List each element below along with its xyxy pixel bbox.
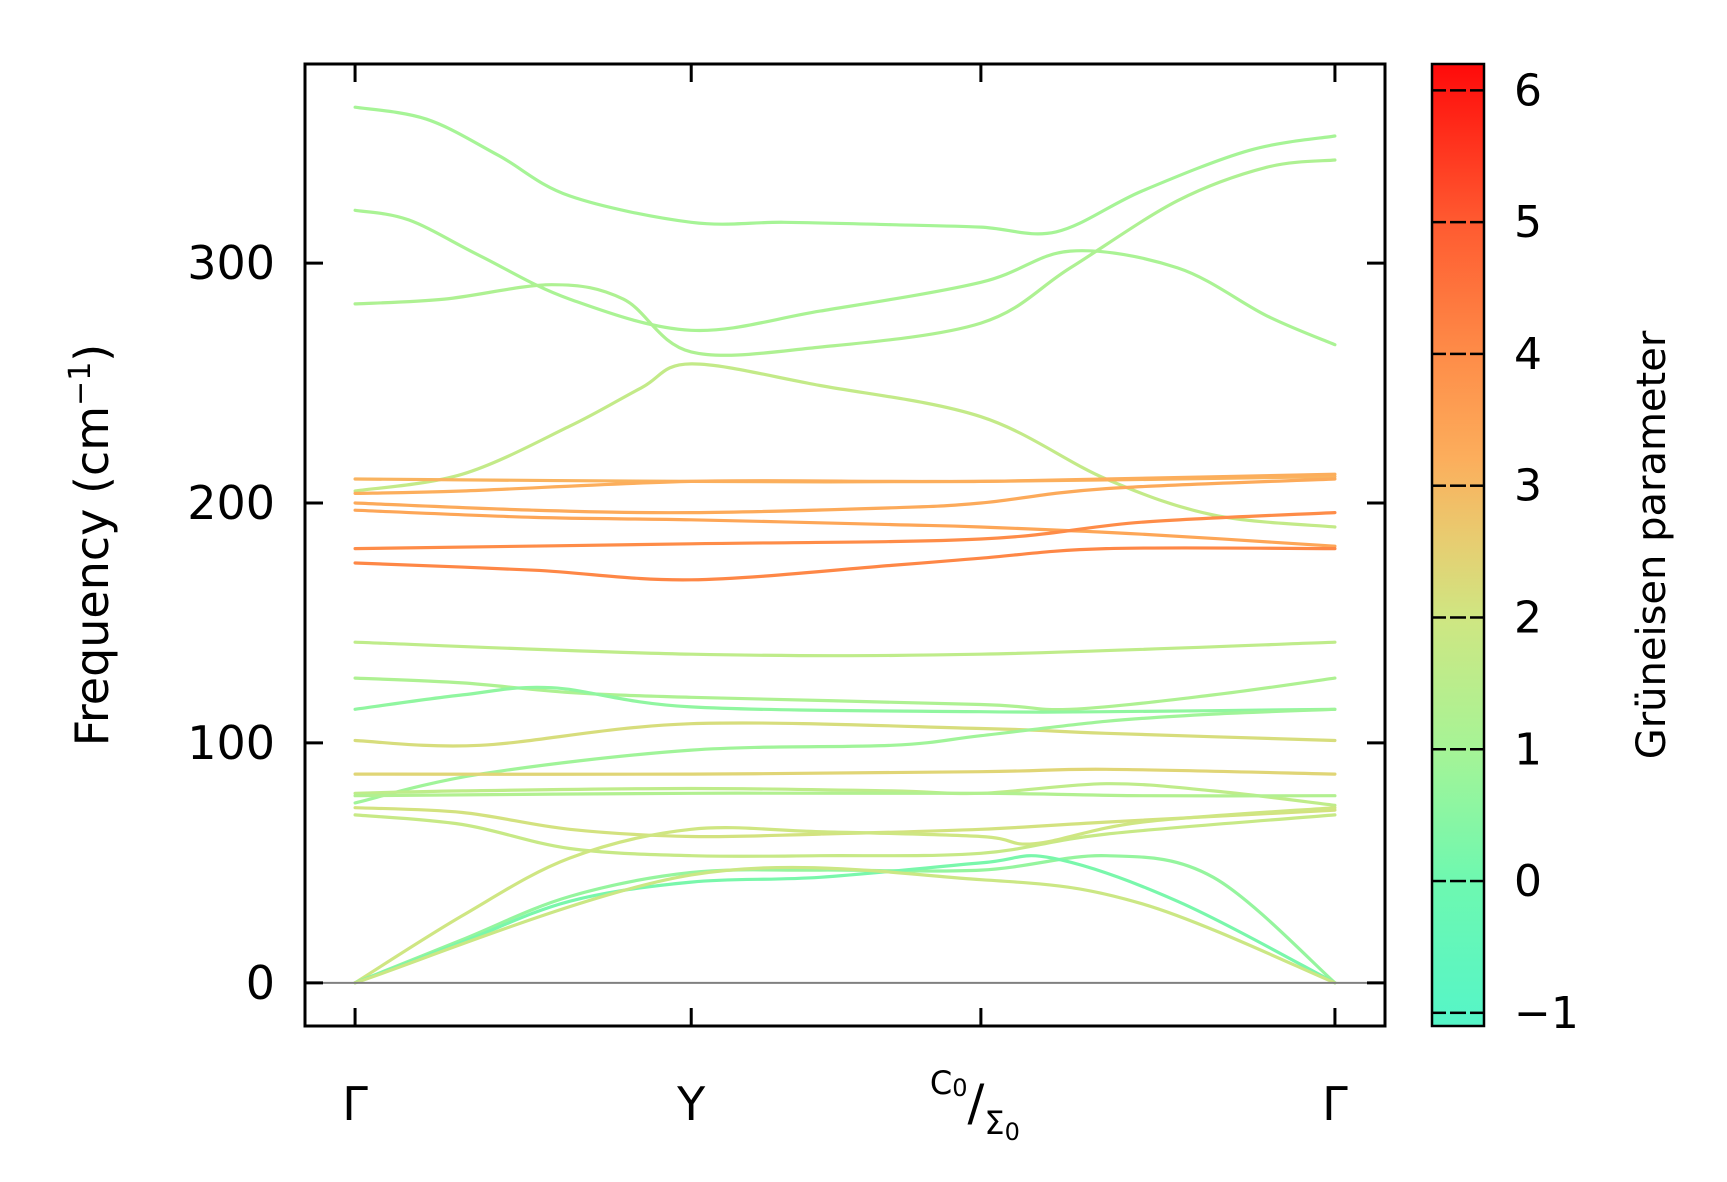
- band-line-10: [353, 546, 1337, 582]
- band-line-15: [353, 707, 1337, 805]
- y-axis-ticks: 0 100 200 300: [187, 236, 1385, 1010]
- y-tick-label-200: 200: [187, 476, 275, 530]
- cb-tick-label-3: 2: [1514, 592, 1542, 643]
- y-tick-label-100: 100: [187, 716, 275, 770]
- colorbar-ticks: −1 0 1 2 3 4 5 6: [1432, 65, 1579, 1039]
- band-line-13: [353, 685, 1337, 714]
- cb-tick-label-6: 5: [1514, 197, 1542, 248]
- band-line-12: [353, 676, 1337, 712]
- band-line-4: [353, 362, 1337, 529]
- x-axis-ticks: Γ Y C0/Σ0Γ: [342, 64, 1348, 1146]
- x-tick-label-1: Y: [676, 1077, 706, 1131]
- y-tick-label-0: 0: [246, 956, 275, 1010]
- x-tick-label-0: Γ: [342, 1077, 368, 1131]
- y-axis-title: Frequency (cm−1): [63, 344, 119, 747]
- y-axis-title-main: Frequency (cm: [65, 406, 119, 746]
- x-tick-label-top-sub: 0: [952, 1074, 967, 1102]
- x-tick-label-top: C: [930, 1064, 952, 1102]
- y-tick-label-300: 300: [187, 236, 275, 290]
- band-line-14: [353, 721, 1337, 748]
- band-line-24: [353, 865, 1337, 985]
- y-axis-title-close: ): [65, 344, 119, 362]
- band-line-16: [353, 767, 1337, 776]
- band-line-1: [353, 105, 1337, 236]
- band-line-11: [353, 640, 1337, 658]
- x-tick-label-3: Γ: [1322, 1077, 1348, 1131]
- band-line-18: [353, 791, 1337, 798]
- band-line-9: [353, 511, 1337, 551]
- y-axis-title-sup: −1: [63, 362, 98, 406]
- x-tick-label-sep: /: [968, 1074, 985, 1132]
- band-line-7: [353, 477, 1337, 515]
- cb-tick-label-5: 4: [1514, 329, 1542, 380]
- cb-tick-label-1: 0: [1514, 856, 1542, 907]
- band-line-17: [353, 782, 1337, 807]
- cb-tick-label-7: 6: [1514, 65, 1542, 116]
- band-line-6: [353, 472, 1337, 495]
- band-line-21: [353, 806, 1337, 985]
- band-line-8: [353, 508, 1337, 548]
- cb-tick-label-0: −1: [1514, 988, 1579, 1039]
- band-line-3: [353, 158, 1337, 357]
- cb-tick-label-4: 3: [1514, 461, 1542, 512]
- colorbar: [1430, 62, 1486, 1028]
- band-lines: [353, 105, 1337, 985]
- colorbar-title: Grüneisen parameter: [1629, 330, 1675, 759]
- band-line-23: [353, 854, 1337, 985]
- x-tick-label-bot: Σ: [984, 1104, 1004, 1142]
- x-tick-label-2: C0/Σ0: [930, 1064, 1020, 1146]
- band-line-20: [353, 813, 1337, 858]
- plot-frame: [303, 62, 1387, 1028]
- band-line-2: [353, 208, 1337, 347]
- cb-tick-label-2: 1: [1514, 724, 1542, 775]
- band-line-19: [353, 806, 1337, 839]
- x-tick-label-bot-sub: 0: [1005, 1118, 1020, 1146]
- band-line-22: [353, 854, 1337, 985]
